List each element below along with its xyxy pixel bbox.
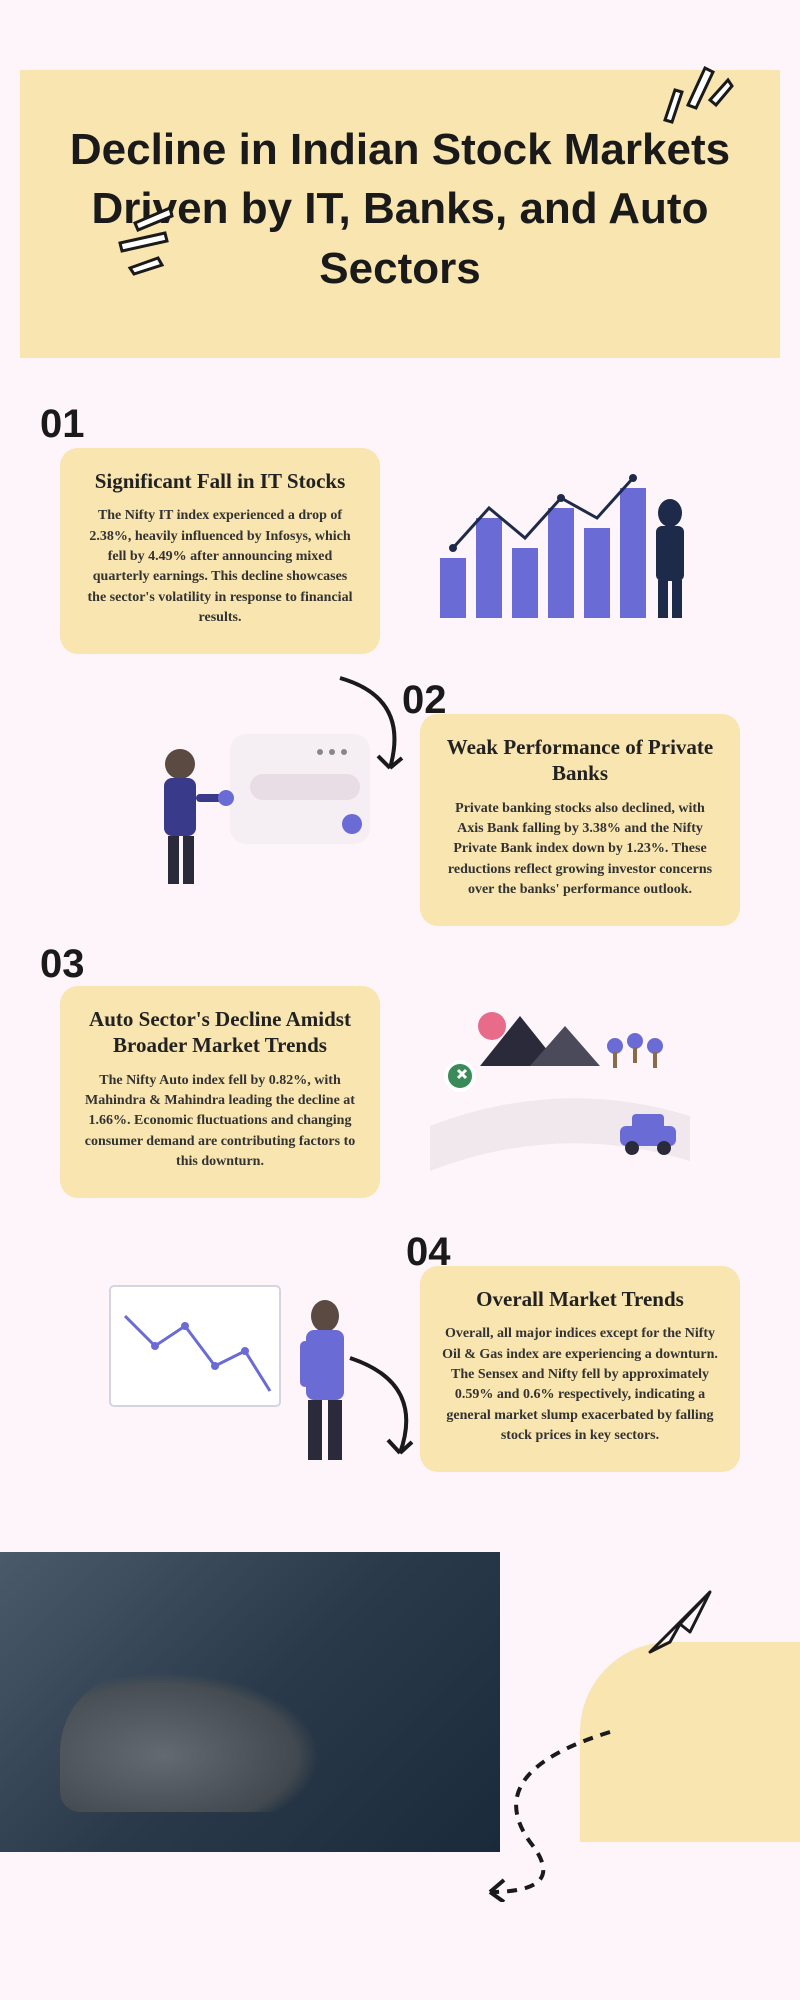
decline-chart-illus bbox=[100, 1266, 380, 1466]
section-card: Overall Market Trends Overall, all major… bbox=[420, 1266, 740, 1472]
sections-container: 01 Significant Fall in IT Stocks The Nif… bbox=[0, 408, 800, 1512]
section-3: 03 Auto Sector's Decline Amidst Broader … bbox=[60, 986, 740, 1206]
person-back-icon bbox=[300, 1300, 344, 1460]
bse-building-photo bbox=[0, 1552, 500, 1852]
section-1: 01 Significant Fall in IT Stocks The Nif… bbox=[60, 448, 740, 654]
header-block: Decline in Indian Stock Markets Driven b… bbox=[20, 70, 780, 358]
road-car-illus bbox=[420, 1006, 700, 1206]
card-body: Private banking stocks also declined, wi… bbox=[442, 799, 718, 900]
paper-plane-icon bbox=[640, 1582, 720, 1662]
person-holding-icon bbox=[164, 749, 234, 884]
card-body: The Nifty Auto index fell by 0.82%, with… bbox=[82, 1071, 358, 1172]
card-title: Auto Sector's Decline Amidst Broader Mar… bbox=[82, 1006, 358, 1059]
section-number: 03 bbox=[40, 942, 85, 987]
dashed-arrow-icon bbox=[450, 1722, 650, 1902]
section-card: Significant Fall in IT Stocks The Nifty … bbox=[60, 448, 380, 654]
burst-lines-icon bbox=[650, 50, 740, 140]
section-2: 02 Weak Performance of Private Banks Pri… bbox=[60, 714, 740, 926]
card-body: The Nifty IT index experienced a drop of… bbox=[82, 506, 358, 628]
card-title: Significant Fall in IT Stocks bbox=[82, 468, 358, 494]
footer-block bbox=[0, 1552, 800, 1902]
section-4: 04 Overall Market Trends Overall, all ma… bbox=[60, 1266, 740, 1472]
section-number: 01 bbox=[40, 402, 85, 447]
person-icon bbox=[656, 499, 684, 618]
card-title: Weak Performance of Private Banks bbox=[442, 734, 718, 787]
card-body: Overall, all major indices except for th… bbox=[442, 1324, 718, 1446]
card-title: Overall Market Trends bbox=[442, 1286, 718, 1312]
section-card: Auto Sector's Decline Amidst Broader Mar… bbox=[60, 986, 380, 1198]
bar-chart-illus bbox=[420, 448, 700, 648]
section-card: Weak Performance of Private Banks Privat… bbox=[420, 714, 740, 926]
burst-lines-left-icon bbox=[90, 188, 190, 288]
trees-icon bbox=[607, 1033, 663, 1068]
payment-illus bbox=[100, 714, 380, 914]
